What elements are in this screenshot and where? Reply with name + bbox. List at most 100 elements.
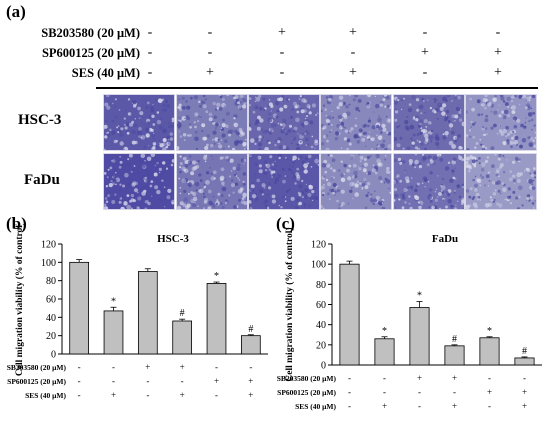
treatment-sign: - xyxy=(348,401,351,411)
treatment-sign: + xyxy=(248,390,253,400)
y-axis-label: Cell migration viability (% of control) xyxy=(14,224,25,376)
micrograph-image xyxy=(103,94,175,151)
bar xyxy=(374,338,395,366)
chart-title: HSC-3 xyxy=(157,233,189,245)
treatment-sign: + xyxy=(382,401,387,411)
chart-title: FaDu xyxy=(432,233,458,245)
treatment-sign: + xyxy=(421,45,429,60)
treatment-sign: + xyxy=(248,376,253,386)
treatment-sign: - xyxy=(207,25,213,40)
treatment-row-label: SP600125 (20 μM) xyxy=(277,388,336,397)
bar xyxy=(103,310,124,355)
treatment-sign: - xyxy=(146,390,149,400)
y-tick-label: 100 xyxy=(41,258,56,269)
y-tick-label: 60 xyxy=(46,295,56,306)
treatment-sign: - xyxy=(215,362,218,372)
treatment-sign: + xyxy=(180,362,185,372)
micrograph-image xyxy=(103,153,175,210)
micrograph-image xyxy=(176,94,248,151)
treatment-sign: - xyxy=(181,376,184,386)
bar xyxy=(339,263,360,366)
treatment-sign: - xyxy=(78,376,81,386)
treatment-sign: - xyxy=(147,65,153,80)
y-tick-label: 120 xyxy=(41,240,56,251)
treatment-sign: + xyxy=(494,65,502,80)
treatment-row-label: SB203580 (20 μM) xyxy=(7,363,67,372)
treatment-sign: + xyxy=(206,65,214,80)
treatment-sign: - xyxy=(495,25,501,40)
treatment-sign: - xyxy=(418,401,421,411)
treatment-sign: + xyxy=(349,65,357,80)
bar xyxy=(69,261,90,355)
micrograph-image xyxy=(248,94,320,151)
treatment-row-label: SES (40 μM) xyxy=(295,402,336,411)
bar xyxy=(206,283,227,355)
treatment-sign: - xyxy=(78,362,81,372)
treatment-sign: - xyxy=(453,387,456,397)
micrograph-image xyxy=(176,153,248,210)
treatment-sign: - xyxy=(215,390,218,400)
y-tick-label: 0 xyxy=(51,350,56,361)
treatment-sign: + xyxy=(278,25,286,40)
treatment-row-label: SB203580 (20 μM) xyxy=(277,374,337,383)
treatment-sign: - xyxy=(146,376,149,386)
treatment-sign: + xyxy=(452,373,457,383)
bar xyxy=(514,357,535,366)
treatment-label: SB203580 (20 μM) xyxy=(41,26,140,40)
significance-mark: # xyxy=(452,334,457,345)
divider-line xyxy=(96,87,538,89)
y-tick-label: 40 xyxy=(46,313,56,324)
row-label-hsc3: HSC-3 xyxy=(18,112,62,128)
chart-hsc3: HSC-3 0 20 40 60 80 100 120 Cell migration viabi… xyxy=(7,224,268,400)
bar xyxy=(137,271,158,355)
treatment-sign: - xyxy=(348,373,351,383)
significance-mark: * xyxy=(487,326,492,337)
treatment-sign: + xyxy=(452,401,457,411)
treatment-sign: - xyxy=(112,362,115,372)
micrograph-image xyxy=(320,153,392,210)
micrograph-image xyxy=(248,153,320,210)
treatment-sign: - xyxy=(422,65,428,80)
treatment-sign: + xyxy=(145,362,150,372)
treatment-label: SP600125 (20 μM) xyxy=(41,46,140,60)
treatment-sign: + xyxy=(494,45,502,60)
bar xyxy=(444,345,465,366)
treatment-sign: + xyxy=(522,401,527,411)
micrograph-image xyxy=(465,153,537,210)
y-tick-label: 20 xyxy=(316,340,326,351)
treatment-sign: - xyxy=(112,376,115,386)
treatment-sign: - xyxy=(422,25,428,40)
treatment-sign: + xyxy=(349,25,357,40)
bar xyxy=(409,307,430,366)
treatment-sign: + xyxy=(417,373,422,383)
treatment-sign: - xyxy=(418,387,421,397)
micrograph-image xyxy=(393,153,465,210)
y-tick-label: 100 xyxy=(311,260,326,271)
significance-mark: * xyxy=(382,326,387,337)
y-axis-label: Cell migration viability (% of control) xyxy=(284,227,295,381)
treatment-sign: - xyxy=(350,45,356,60)
treatment-sign: - xyxy=(523,373,526,383)
y-tick-label: 80 xyxy=(46,276,56,287)
significance-mark: # xyxy=(522,346,527,357)
bar xyxy=(172,320,193,355)
treatment-sign: + xyxy=(522,387,527,397)
bar xyxy=(479,337,500,366)
significance-mark: # xyxy=(180,308,185,319)
significance-mark: * xyxy=(214,271,219,282)
treatment-sign: - xyxy=(279,65,285,80)
treatment-sign: + xyxy=(111,390,116,400)
treatment-sign: - xyxy=(348,387,351,397)
treatment-sign: - xyxy=(488,401,491,411)
y-tick-label: 60 xyxy=(316,300,326,311)
bar xyxy=(240,335,261,355)
micrograph-image xyxy=(465,94,537,151)
panel-b-label: (b) xyxy=(6,214,27,233)
treatment-row-label: SP600125 (20 μM) xyxy=(7,377,66,386)
treatment-sign: - xyxy=(147,25,153,40)
treatment-sign: - xyxy=(383,387,386,397)
micrograph-image xyxy=(320,94,392,151)
y-tick-label: 0 xyxy=(321,361,326,372)
y-tick-label: 20 xyxy=(46,331,56,342)
treatment-sign: + xyxy=(487,387,492,397)
